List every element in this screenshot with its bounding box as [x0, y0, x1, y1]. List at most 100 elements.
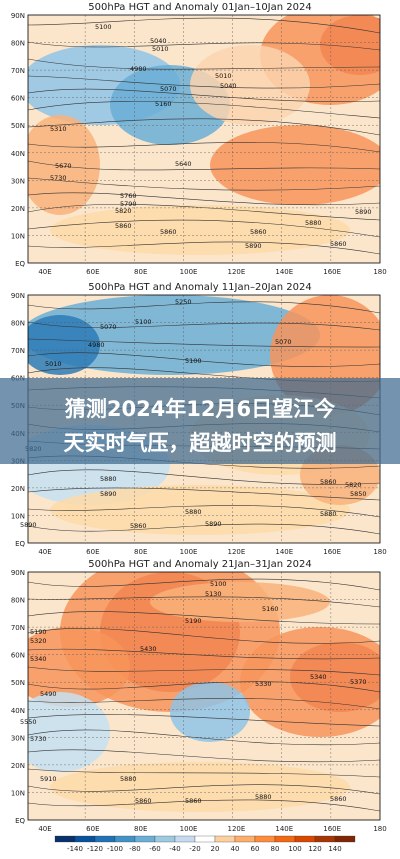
contour-line [28, 596, 380, 608]
contour-label: 5790 [120, 200, 137, 208]
lon-label: 140E [275, 268, 293, 276]
colorbar-segment [334, 835, 356, 843]
colorbar-segment [54, 835, 76, 843]
anomaly-area [50, 205, 350, 255]
lon-label: 120E [228, 268, 246, 276]
lat-label: 80N [11, 40, 25, 48]
lon-label: 80E [134, 548, 147, 556]
contour-label: 5860 [115, 222, 132, 230]
colorbar-label: -40 [169, 845, 180, 853]
contour-line [28, 141, 380, 153]
contour-label: 5670 [55, 162, 72, 170]
contour-label: 5330 [255, 680, 272, 688]
colorbar-label: -60 [149, 845, 160, 853]
contour-label: 5910 [40, 775, 57, 783]
contour-label: 5190 [30, 628, 47, 636]
contour-label: 5730 [30, 735, 47, 743]
colorbar-segment [234, 835, 256, 843]
lon-label: 80E [134, 825, 147, 833]
map-panel: 500hPa HGT and Anomaly 01Jan–10Jan 2024 9… [11, 2, 387, 276]
contour-label: 5820 [115, 207, 132, 215]
colorbar-label: -80 [129, 845, 140, 853]
lat-label: 10N [11, 232, 25, 240]
lat-label: EQ [15, 540, 25, 548]
lon-label: 60E [86, 825, 99, 833]
contour-line [28, 697, 380, 710]
contour-line [28, 523, 380, 535]
map-layer [28, 15, 380, 263]
contour-label: 5880 [255, 793, 272, 801]
contour-label: 5070 [100, 323, 117, 331]
lon-label: 180 [373, 268, 386, 276]
contour-line [28, 749, 380, 763]
contour-line [28, 352, 380, 367]
contour-line [28, 160, 380, 171]
overlay-title: 天实时气压，超越时空的预测 [64, 431, 337, 455]
lat-label: 90N [11, 569, 25, 577]
lat-label: 40N [11, 150, 25, 158]
lat-label: 30N [11, 734, 25, 742]
colorbar-segment [254, 835, 276, 843]
contour-label: 5730 [50, 174, 67, 182]
contour-line [28, 301, 380, 314]
contour-label: 5100 [185, 357, 202, 365]
colorbar-label: 80 [271, 845, 280, 853]
contour-line [28, 487, 380, 501]
contour-label: 5860 [160, 228, 177, 236]
contour-label: 5860 [250, 228, 267, 236]
contour-label: 5890 [100, 490, 117, 498]
contour-line [28, 88, 380, 102]
colorbar-segment [274, 835, 296, 843]
lat-label: 50N [11, 122, 25, 130]
contour-label: 5860 [330, 240, 347, 248]
colorbar-segment [194, 835, 216, 843]
contour-line [28, 321, 380, 331]
contour-line [28, 578, 380, 591]
contour-line [28, 648, 380, 660]
overlay-band [0, 378, 400, 464]
lon-label: 120E [228, 548, 246, 556]
panel-title: 500hPa HGT and Anomaly 21Jan–31Jan 2024 [88, 559, 311, 570]
contour-line [28, 628, 380, 644]
map-border [27, 571, 381, 821]
anomaly-area [50, 762, 350, 812]
lat-label: 20N [11, 485, 25, 493]
contour-label: 5310 [50, 125, 67, 133]
anomaly-area [50, 485, 350, 535]
colorbar-segment [94, 835, 116, 843]
contour-line [28, 681, 380, 693]
contour-label: 5010 [45, 360, 62, 368]
contour-label: 5340 [310, 673, 327, 681]
overlay-title: 猜测2024年12月6日望江今 [64, 397, 335, 421]
anomaly-area [190, 45, 310, 125]
lat-label: 20N [11, 205, 25, 213]
contour-line [28, 611, 380, 625]
contour-label: 5320 [30, 637, 47, 645]
anomaly-area [170, 682, 250, 742]
contour-label: 5880 [185, 508, 202, 516]
contour-line [28, 219, 380, 238]
contour-line [28, 505, 380, 518]
contour-label: 5890 [20, 521, 37, 529]
contour-label: 5010 [215, 72, 232, 80]
map-panel: 500hPa HGT and Anomaly 21Jan–31Jan 2024 9… [11, 559, 387, 833]
contour-label: 5860 [130, 522, 147, 530]
contour-label: 5860 [185, 797, 202, 805]
contour-label: 5640 [175, 160, 192, 168]
lat-label: 30N [11, 177, 25, 185]
colorbar-segment [134, 835, 156, 843]
contour-label: 5760 [120, 192, 137, 200]
contour-line [28, 192, 380, 206]
lon-label: 140E [275, 548, 293, 556]
contour-label: 5250 [175, 298, 192, 306]
colorbar-segment [74, 835, 96, 843]
contour-label: 5100 [95, 23, 112, 31]
lat-label: 70N [11, 67, 25, 75]
contour-label: 5160 [155, 100, 172, 108]
contour-line [28, 729, 380, 746]
contour-label: 5040 [150, 37, 167, 45]
colorbar-label: 140 [328, 845, 341, 853]
contour-label: 5880 [305, 219, 322, 227]
